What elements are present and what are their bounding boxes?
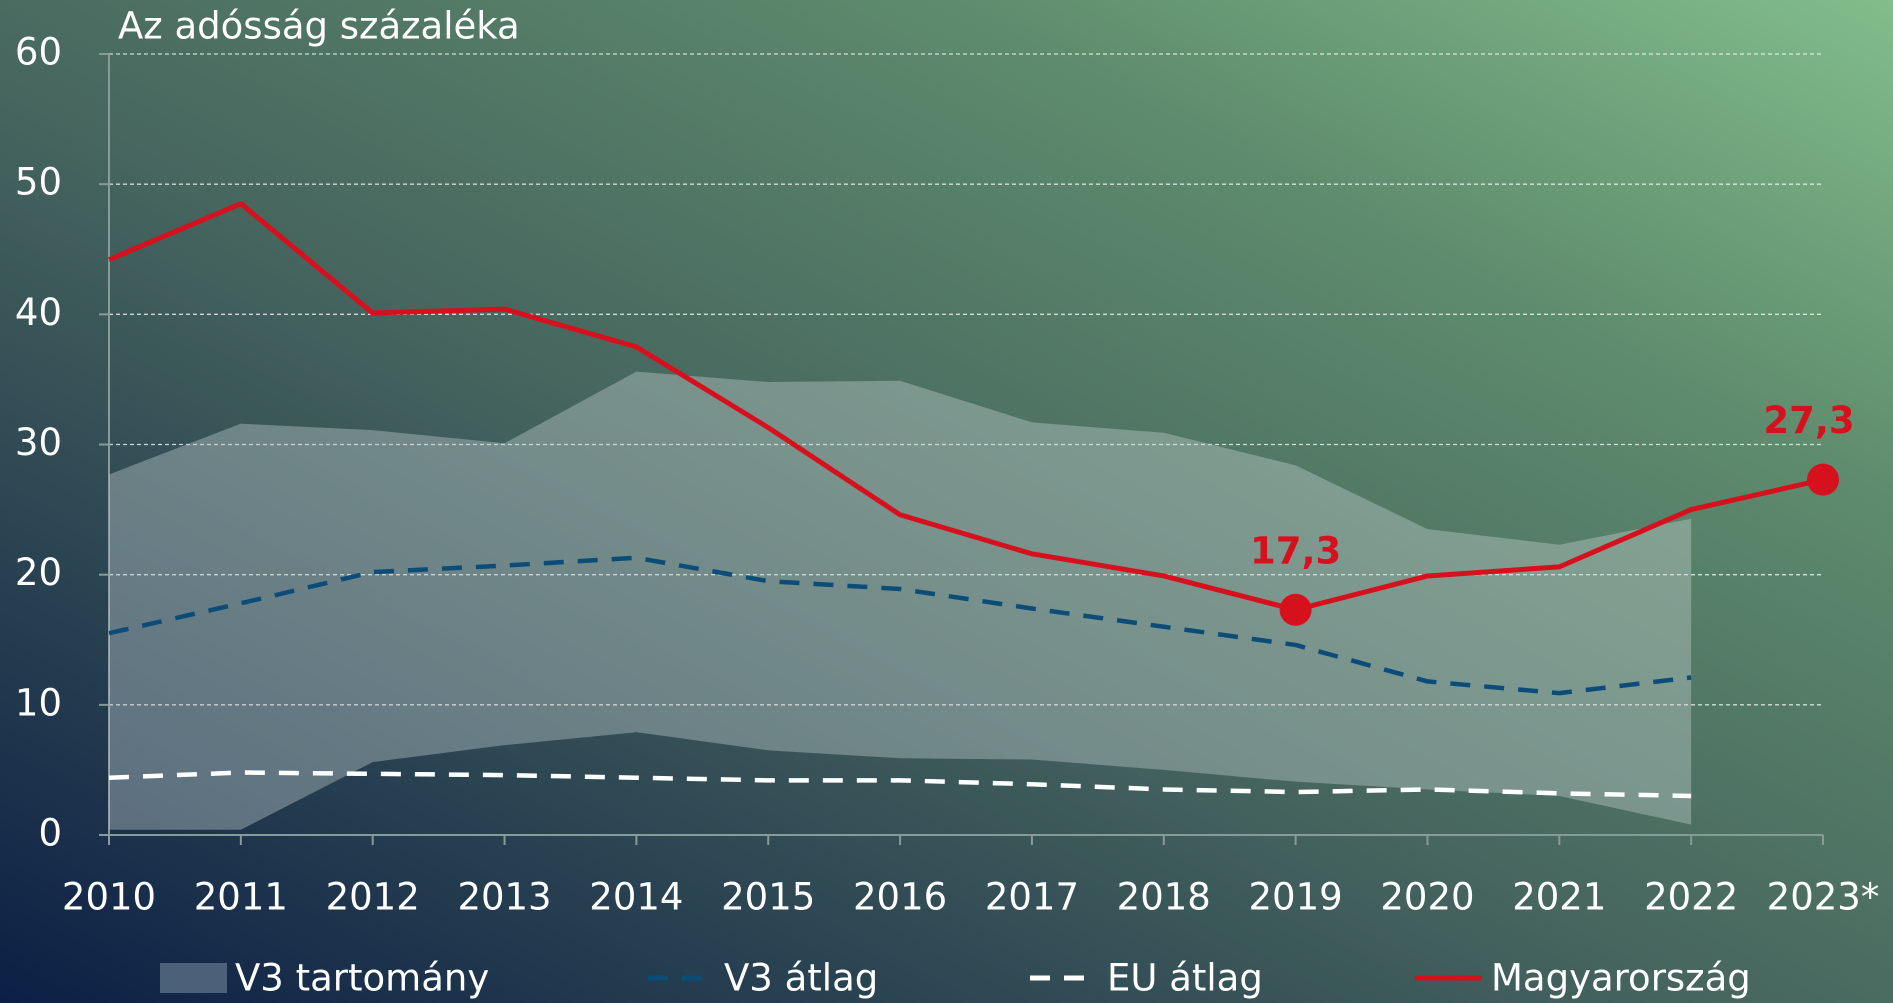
x-tick-label: 2022 [1644,876,1738,919]
x-tick-label: 2021 [1512,876,1606,919]
y-tick-label: 50 [15,161,62,204]
data-label: 27,3 [1763,399,1854,442]
x-tick-label: 2015 [721,876,815,919]
x-tick-label: 2016 [853,876,947,919]
legend-swatch [160,963,227,993]
range-area [109,371,1692,830]
legend-label: Magyarország [1491,957,1751,1000]
series-line [108,201,1824,613]
y-tick-label: 20 [15,551,62,594]
point-marker [1279,593,1312,626]
y-tick-label: 30 [15,421,62,464]
x-tick-label: 2019 [1249,876,1343,919]
y-tick-label: 60 [15,31,62,74]
legend-label: V3 tartomány [235,957,489,1000]
series-line [108,770,1692,799]
x-tick-label: 2017 [985,876,1079,919]
x-tick-label: 2011 [194,876,288,919]
x-tick-label: 2010 [62,876,156,919]
y-tick-label: 40 [15,291,62,334]
x-tick-label: 2014 [589,876,683,919]
y-tick-label: 0 [38,812,62,855]
data-label: 17,3 [1250,529,1341,572]
x-tick-label: 2013 [457,876,551,919]
x-tick-label: 2020 [1380,876,1474,919]
series-line [108,555,1692,696]
y-tick-label: 10 [15,681,62,724]
point-marker [1807,463,1839,496]
x-tick-label: 2012 [326,876,420,919]
legend-label: V3 átlag [724,957,878,1000]
legend-label: EU átlag [1107,957,1263,1000]
x-tick-label: 2018 [1117,876,1211,919]
chart-title: Az adósság százaléka [118,5,520,48]
x-tick-label: 2023* [1767,876,1880,919]
